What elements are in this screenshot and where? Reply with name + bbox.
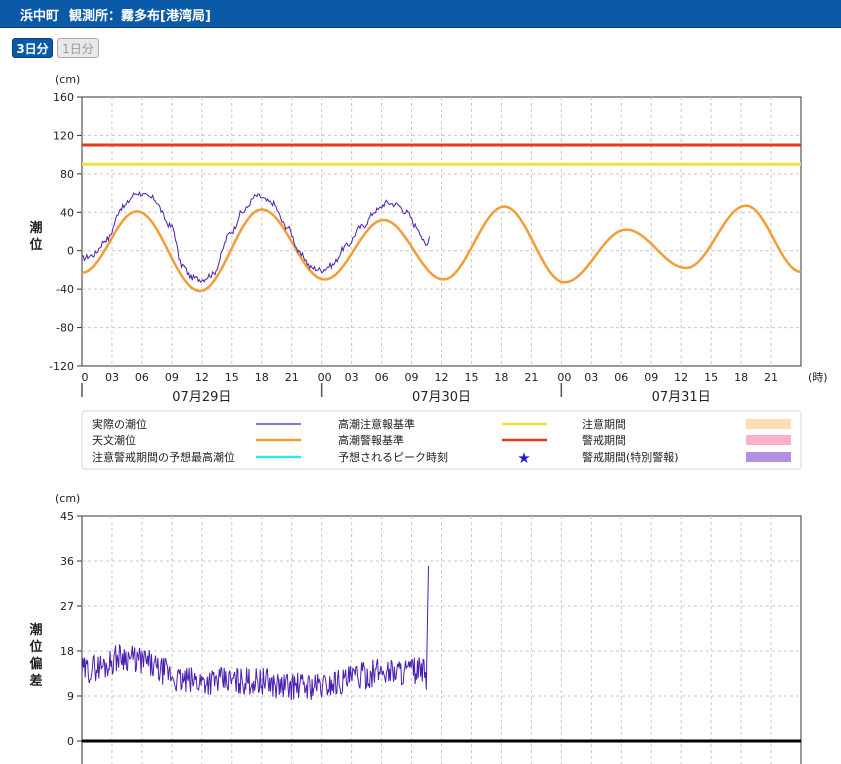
day-label: 07月31日 — [652, 390, 711, 405]
y-tick-label: 120 — [53, 129, 74, 142]
y-tick-label: 40 — [60, 206, 74, 219]
y-unit-label: (cm) — [55, 73, 80, 86]
legend-star-icon: ★ — [517, 449, 530, 467]
y-axis-label-char: 偏 — [29, 656, 42, 672]
series-line-observed — [81, 190, 430, 284]
station-name: 観測所：霧多布[港湾局] — [69, 9, 211, 24]
y-tick-label: 80 — [60, 168, 74, 181]
y-tick-label: -120 — [49, 360, 74, 373]
x-tick-label: 12 — [435, 371, 449, 384]
station-header: 浜中町 観測所：霧多布[港湾局] — [0, 0, 841, 28]
x-tick-label: 09 — [644, 371, 658, 384]
y-tick-label: 27 — [60, 600, 74, 613]
y-tick-label: -80 — [56, 322, 74, 335]
y-unit-label: (cm) — [55, 492, 80, 505]
legend-label: 注意警戒期間の予想最高潮位 — [92, 450, 235, 464]
x-tick-label: 21 — [524, 371, 538, 384]
x-tick-label: 00 — [318, 371, 332, 384]
day-label: 07月30日 — [412, 390, 471, 405]
town-name: 浜中町 — [20, 9, 60, 24]
x-tick-label: 03 — [105, 371, 119, 384]
x-tick-label: 12 — [195, 371, 209, 384]
legend-label: 高潮警報基準 — [338, 433, 404, 447]
y-axis-label-char: 潮 — [29, 220, 42, 236]
y-tick-label: -40 — [56, 283, 74, 296]
x-tick-label: 15 — [704, 371, 718, 384]
y-tick-label: 0 — [67, 245, 74, 258]
x-tick-label: 21 — [285, 371, 299, 384]
y-tick-label: 36 — [60, 555, 74, 568]
y-axis-label-char: 位 — [29, 639, 42, 655]
x-tick-label: 09 — [405, 371, 419, 384]
legend-label: 実際の潮位 — [92, 417, 147, 431]
x-tick-label: 09 — [165, 371, 179, 384]
y-axis-label-char: 潮 — [29, 622, 42, 638]
x-tick-label: 15 — [464, 371, 478, 384]
x-tick-label: 15 — [225, 371, 239, 384]
legend-box — [81, 410, 802, 470]
y-tick-label: 9 — [67, 690, 74, 703]
x-tick-label: 18 — [255, 371, 269, 384]
tab-3days[interactable]: 3日分 — [12, 38, 53, 58]
legend-label: 注意期間 — [582, 417, 626, 431]
x-tick-label: 0 — [82, 371, 89, 384]
legend-label: 天文潮位 — [92, 433, 136, 447]
x-tick-label: 03 — [584, 371, 598, 384]
y-tick-label: 160 — [53, 91, 74, 104]
legend-label: 警戒期間 — [582, 433, 626, 447]
day-label: 07月29日 — [172, 390, 231, 405]
y-tick-label: 0 — [67, 735, 74, 748]
legend-label: 予想されるピーク時刻 — [338, 450, 448, 464]
x-tick-label: 00 — [557, 371, 571, 384]
y-axis-label-char: 差 — [29, 673, 42, 689]
tab-1day[interactable]: 1日分 — [57, 38, 99, 58]
legend-swatch — [746, 435, 791, 445]
y-tick-label: 45 — [60, 510, 74, 523]
x-tick-label: 06 — [135, 371, 149, 384]
x-tick-label: 12 — [674, 371, 688, 384]
x-tick-label: 18 — [494, 371, 508, 384]
x-tick-label: 06 — [614, 371, 628, 384]
x-tick-label: 03 — [345, 371, 359, 384]
x-tick-label: 06 — [375, 371, 389, 384]
y-tick-label: 18 — [60, 645, 74, 658]
series-line-deviation — [81, 565, 429, 701]
y-axis-label-char: 位 — [29, 237, 42, 253]
legend-swatch — [746, 452, 791, 462]
x-tick-label: 21 — [764, 371, 778, 384]
x-unit-label: (時) — [808, 371, 828, 384]
series-line-astronomical — [81, 204, 802, 293]
legend-label: 高潮注意報基準 — [338, 417, 415, 431]
legend-label: 警戒期間(特別警報) — [582, 450, 679, 464]
legend-swatch — [746, 419, 791, 429]
x-tick-label: 18 — [734, 371, 748, 384]
